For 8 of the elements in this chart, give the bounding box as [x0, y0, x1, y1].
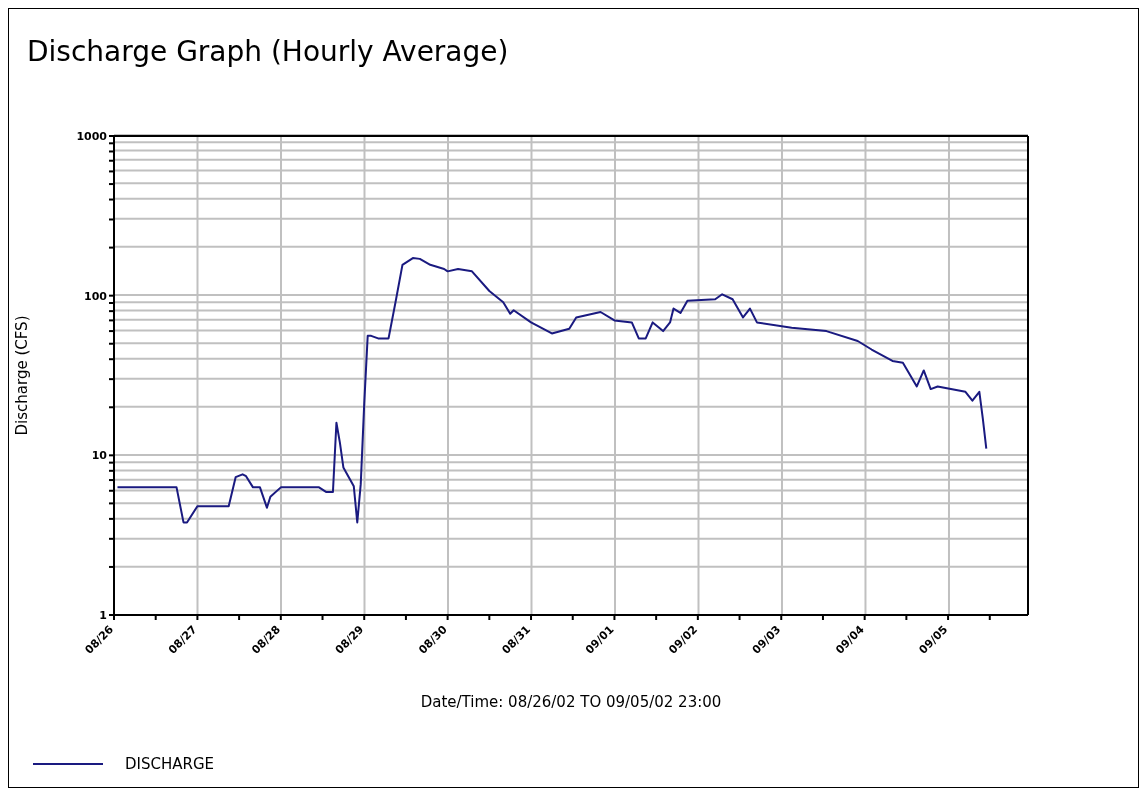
- y-tick-label: 1000: [76, 129, 108, 143]
- y-tick-label: 1: [99, 608, 107, 622]
- y-axis-title: Discharge (CFS): [13, 315, 32, 436]
- y-tick-label: 10: [91, 449, 108, 463]
- x-axis-title: Date/Time: 08/26/02 TO 09/05/02 23:00: [420, 693, 722, 711]
- chart-title: Discharge Graph (Hourly Average): [27, 35, 509, 68]
- y-tick-label: 100: [84, 289, 108, 303]
- legend-label: DISCHARGE: [125, 755, 215, 773]
